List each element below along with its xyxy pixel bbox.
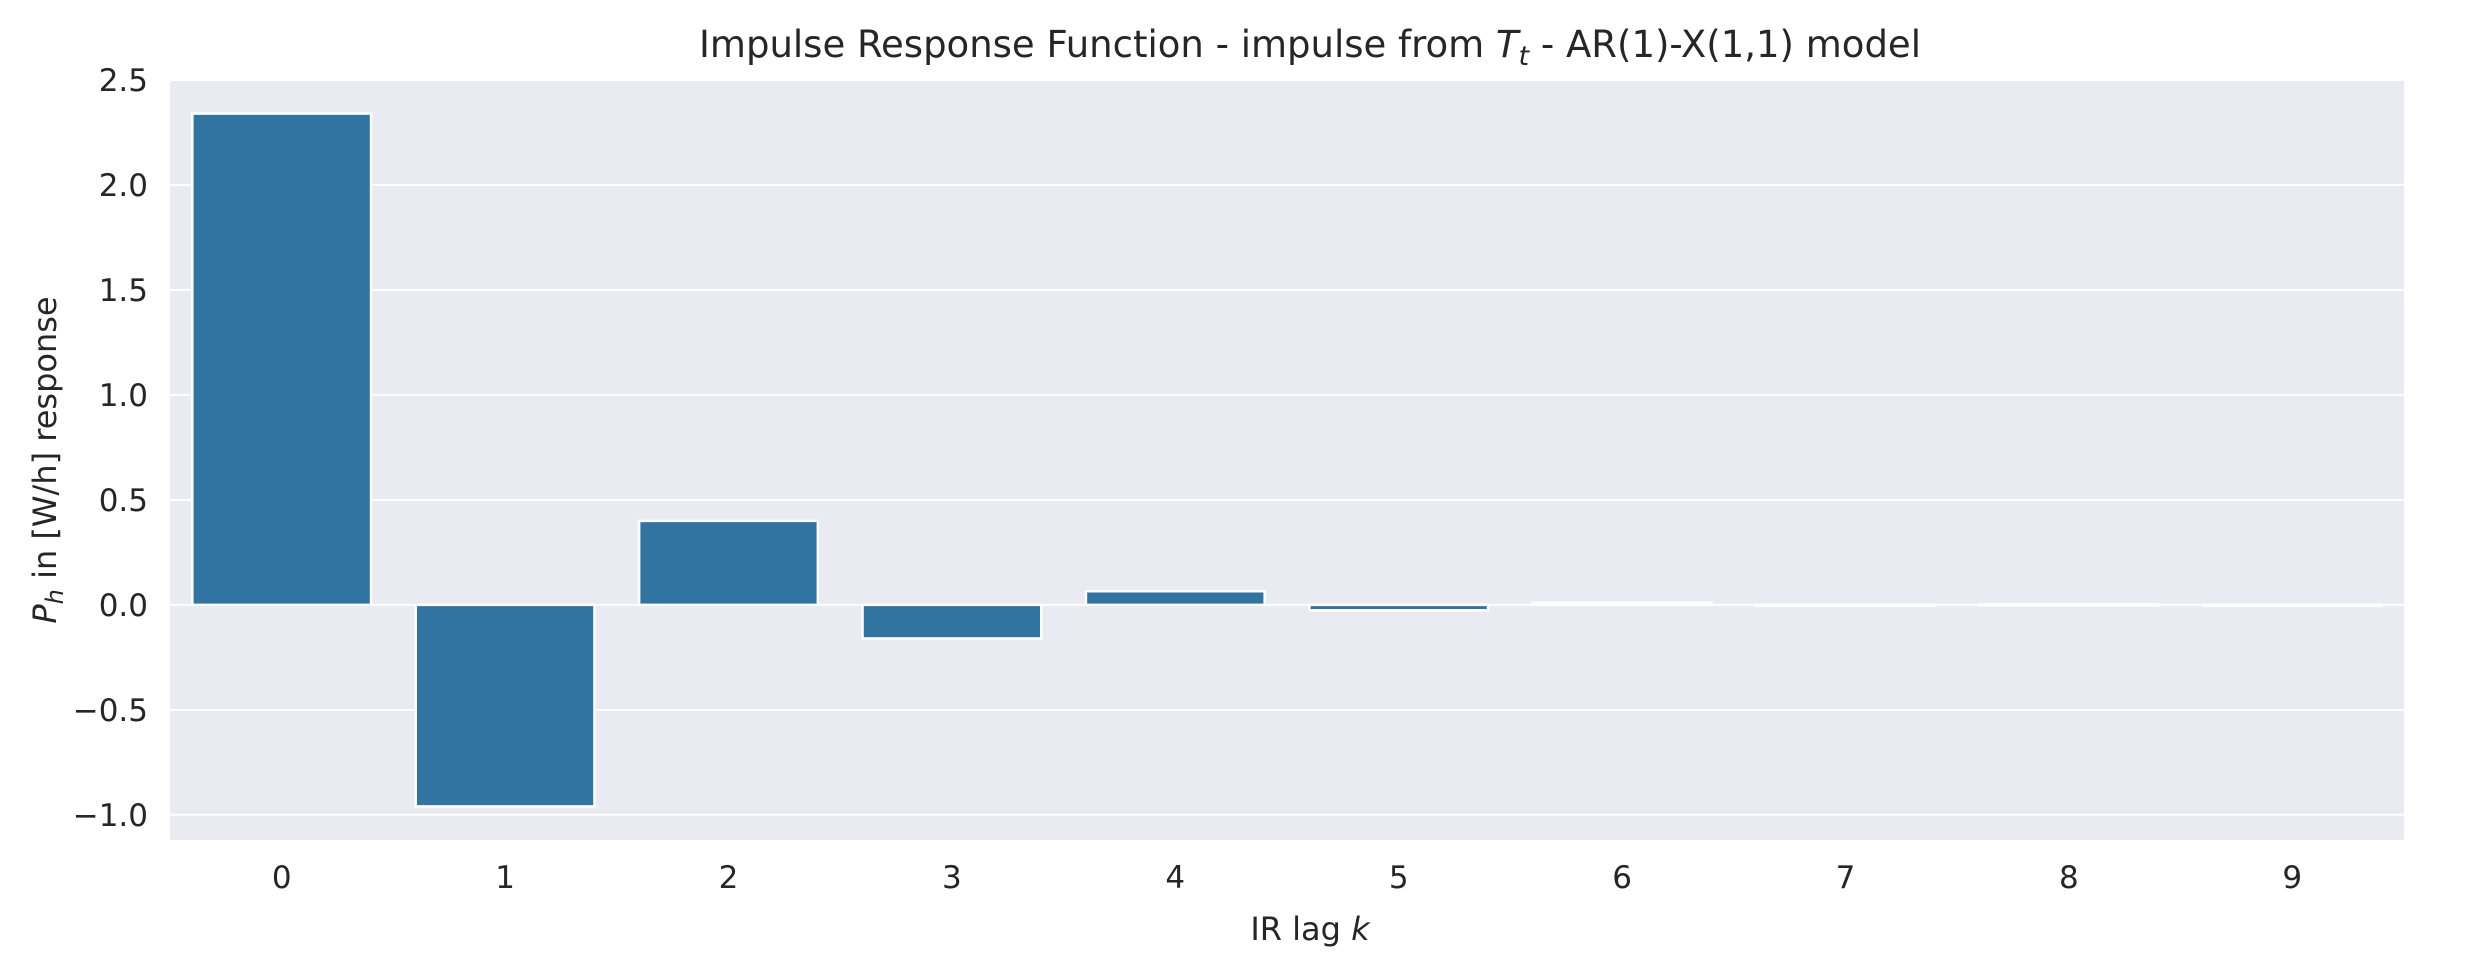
x-axis-title: IR lag k <box>1250 910 1371 948</box>
bar-lag-3 <box>861 603 1043 640</box>
x-tick-label: 2 <box>719 860 739 896</box>
x-tick-label: 6 <box>1612 860 1632 896</box>
y-tick-label: −0.5 <box>73 693 148 729</box>
y-axis-title: Ph in [W/h] response <box>26 296 69 623</box>
x-tick-label: 9 <box>2282 860 2302 896</box>
x-tick-label: 1 <box>495 860 515 896</box>
bar-lag-6 <box>1531 601 1713 607</box>
bar-lag-0 <box>191 112 373 607</box>
y-tick-label: 1.0 <box>99 378 148 414</box>
bar-lag-7 <box>1754 603 1937 608</box>
x-axis-ticks: 0 1 2 3 4 5 6 7 8 9 <box>272 860 2302 896</box>
bars <box>191 112 2383 808</box>
bar-lag-2 <box>637 519 820 607</box>
y-tick-label: 0.0 <box>99 588 148 624</box>
x-tick-label: 8 <box>2059 860 2079 896</box>
x-tick-label: 7 <box>1836 860 1856 896</box>
x-tick-label: 3 <box>942 860 962 896</box>
y-tick-label: 2.0 <box>99 168 148 204</box>
y-tick-label: 1.5 <box>99 273 148 309</box>
bar-lag-4 <box>1084 589 1266 607</box>
y-tick-label: 0.5 <box>99 483 148 519</box>
chart-title: Impulse Response Function - impulse from… <box>699 23 1921 72</box>
x-tick-label: 4 <box>1165 860 1185 896</box>
bar-lag-9 <box>2201 603 2383 608</box>
y-tick-label: −1.0 <box>73 798 148 834</box>
bar-lag-5 <box>1308 603 1490 612</box>
y-tick-label: 2.5 <box>99 63 148 99</box>
bar-lag-1 <box>414 603 596 808</box>
bar-lag-8 <box>1978 603 2160 607</box>
x-tick-label: 0 <box>272 860 292 896</box>
y-axis-ticks: −1.0 −0.5 0.0 0.5 1.0 1.5 2.0 2.5 <box>73 63 148 834</box>
x-tick-label: 5 <box>1389 860 1409 896</box>
